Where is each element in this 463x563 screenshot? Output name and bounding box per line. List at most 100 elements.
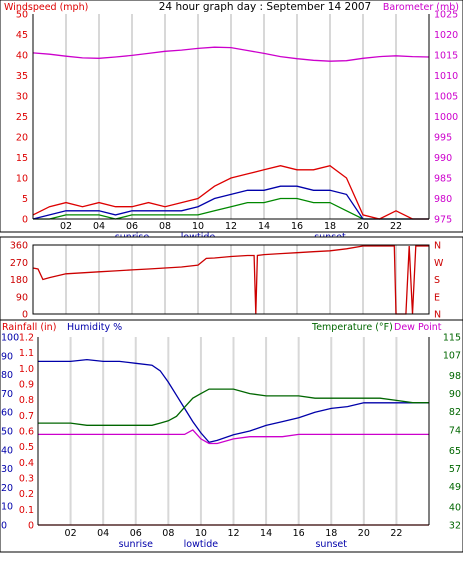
compass-point-label: N xyxy=(434,241,441,252)
hour-tick-label: 12 xyxy=(225,221,237,232)
barometer-tick-label: 995 xyxy=(434,133,452,144)
hour-tick-label: 10 xyxy=(195,528,207,539)
hour-tick-label: 16 xyxy=(293,528,305,539)
barometer-tick-label: 1000 xyxy=(434,112,458,123)
hour-tick-label: 22 xyxy=(390,528,402,539)
rainfall-tick-label: 0.1 xyxy=(19,505,34,516)
rainfall-tick-label: 0.2 xyxy=(19,489,34,500)
rainfall-tick-label: 0.5 xyxy=(19,442,34,453)
humidity-tick-label: 60 xyxy=(1,408,13,419)
humidity-tick-label: 100 xyxy=(1,333,19,344)
hour-tick-label: 14 xyxy=(260,528,272,539)
direction-degree-tick-label: 0 xyxy=(22,310,28,321)
hour-tick-label: 18 xyxy=(324,221,336,232)
rainfall-tick-label: 1.2 xyxy=(19,333,34,344)
humidity-tick-label: 80 xyxy=(1,370,13,381)
hour-event-label: sunset xyxy=(315,539,347,550)
compass-point-label: N xyxy=(434,310,441,321)
hour-tick-label: 16 xyxy=(291,221,303,232)
temperature-tick-label: 65 xyxy=(449,446,461,457)
rainfall-tick-label: 1.0 xyxy=(19,364,34,375)
series-line xyxy=(32,46,430,62)
compass-point-label: E xyxy=(434,292,440,303)
hour-tick-label: 08 xyxy=(162,528,174,539)
panel-1-gridlines xyxy=(65,14,397,219)
panel-3-hour-axis: 02 04 06 08 10 12 14 16 18 20 22 sunrise lowtide suns… xyxy=(65,528,403,550)
temperature-tick-label: 115 xyxy=(443,333,461,344)
hour-tick-label: 06 xyxy=(126,221,138,232)
humidity-tick-label: 70 xyxy=(1,389,13,400)
panel-rain-humidity-temperature: Rainfall (in) Humidity % Temperature (°F… xyxy=(0,319,463,553)
direction-degree-tick-label: 90 xyxy=(16,292,28,303)
rainfall-tick-label: 0.8 xyxy=(19,395,34,406)
windspeed-tick-label: 15 xyxy=(16,153,28,164)
humidity-tick-label: 50 xyxy=(1,427,13,438)
rainfall-axis-label: Rainfall (in) xyxy=(2,322,56,333)
temperature-tick-label: 57 xyxy=(449,464,461,475)
barometer-tick-label: 1010 xyxy=(434,71,458,82)
hour-tick-label: 02 xyxy=(65,528,77,539)
series-line xyxy=(32,164,429,220)
series-line xyxy=(38,429,429,445)
dewpoint-axis-label: Dew Point xyxy=(394,322,442,333)
barometer-axis-ticks: 975 980 985 990 995 1000 1005 1010 1015 1020 1025 xyxy=(434,10,458,226)
hour-tick-label: 14 xyxy=(258,221,270,232)
humidity-tick-label: 0 xyxy=(1,521,7,532)
barometer-tick-label: 990 xyxy=(434,153,452,164)
hour-event-label: lowtide xyxy=(184,539,219,550)
temperature-tick-label: 49 xyxy=(449,482,461,493)
hour-tick-label: 04 xyxy=(93,221,105,232)
series-line xyxy=(38,388,429,426)
hour-tick-label: 20 xyxy=(357,221,369,232)
rainfall-tick-label: 0.3 xyxy=(19,474,34,485)
panel-2-plot-border xyxy=(32,244,430,315)
direction-degree-ticks: 0 90 180 270 360 xyxy=(10,241,28,321)
temperature-tick-label: 82 xyxy=(449,407,461,418)
barometer-tick-label: 1020 xyxy=(434,30,458,41)
windspeed-tick-label: 35 xyxy=(16,71,28,82)
hour-tick-label: 08 xyxy=(159,221,171,232)
panel-2-gridlines xyxy=(65,245,397,314)
hour-tick-label: 18 xyxy=(325,528,337,539)
barometer-tick-label: 1025 xyxy=(434,10,458,21)
barometer-tick-label: 1015 xyxy=(434,51,458,62)
temperature-axis-ticks: 32 40 49 57 65 74 82 90 98 107 115 xyxy=(443,333,461,532)
barometer-tick-label: 980 xyxy=(434,194,452,205)
windspeed-tick-label: 10 xyxy=(16,174,28,185)
compass-point-label: S xyxy=(434,275,440,286)
humidity-tick-label: 90 xyxy=(1,351,13,362)
direction-degree-tick-label: 180 xyxy=(10,275,28,286)
humidity-tick-label: 10 xyxy=(1,502,13,513)
hour-tick-label: 12 xyxy=(227,528,239,539)
temperature-tick-label: 74 xyxy=(449,425,461,436)
rainfall-tick-label: 0.9 xyxy=(19,380,34,391)
hour-tick-label: 04 xyxy=(97,528,109,539)
rainfall-tick-label: 0.6 xyxy=(19,427,34,438)
windspeed-axis-label: Windspeed (mph) xyxy=(4,2,88,13)
temperature-axis-label: Temperature (°F) xyxy=(311,322,393,333)
hour-tick-label: 10 xyxy=(192,221,204,232)
barometer-tick-label: 975 xyxy=(434,215,452,226)
humidity-axis-ticks: 0 10 20 30 40 50 60 70 80 90 100 xyxy=(1,333,19,532)
hour-tick-label: 06 xyxy=(130,528,142,539)
temperature-tick-label: 32 xyxy=(449,521,461,532)
panel-3-gridlines xyxy=(69,337,398,525)
windspeed-tick-label: 30 xyxy=(16,92,28,103)
humidity-tick-label: 20 xyxy=(1,483,13,494)
windspeed-tick-label: 50 xyxy=(16,10,28,21)
rainfall-tick-label: 0.7 xyxy=(19,411,34,422)
barometer-axis-label: Barometer (mb) xyxy=(383,2,459,13)
direction-degree-tick-label: 360 xyxy=(10,241,28,252)
rainfall-tick-label: 1.1 xyxy=(19,348,34,359)
hour-event-label: sunrise xyxy=(119,539,153,550)
windspeed-tick-label: 20 xyxy=(16,133,28,144)
humidity-tick-label: 30 xyxy=(1,464,13,475)
rainfall-tick-label: 0 xyxy=(28,521,34,532)
hour-tick-label: 02 xyxy=(60,221,72,232)
temperature-tick-label: 40 xyxy=(449,502,461,513)
windspeed-tick-label: 5 xyxy=(22,194,28,205)
windspeed-tick-label: 45 xyxy=(16,30,28,41)
barometer-tick-label: 1005 xyxy=(434,92,458,103)
